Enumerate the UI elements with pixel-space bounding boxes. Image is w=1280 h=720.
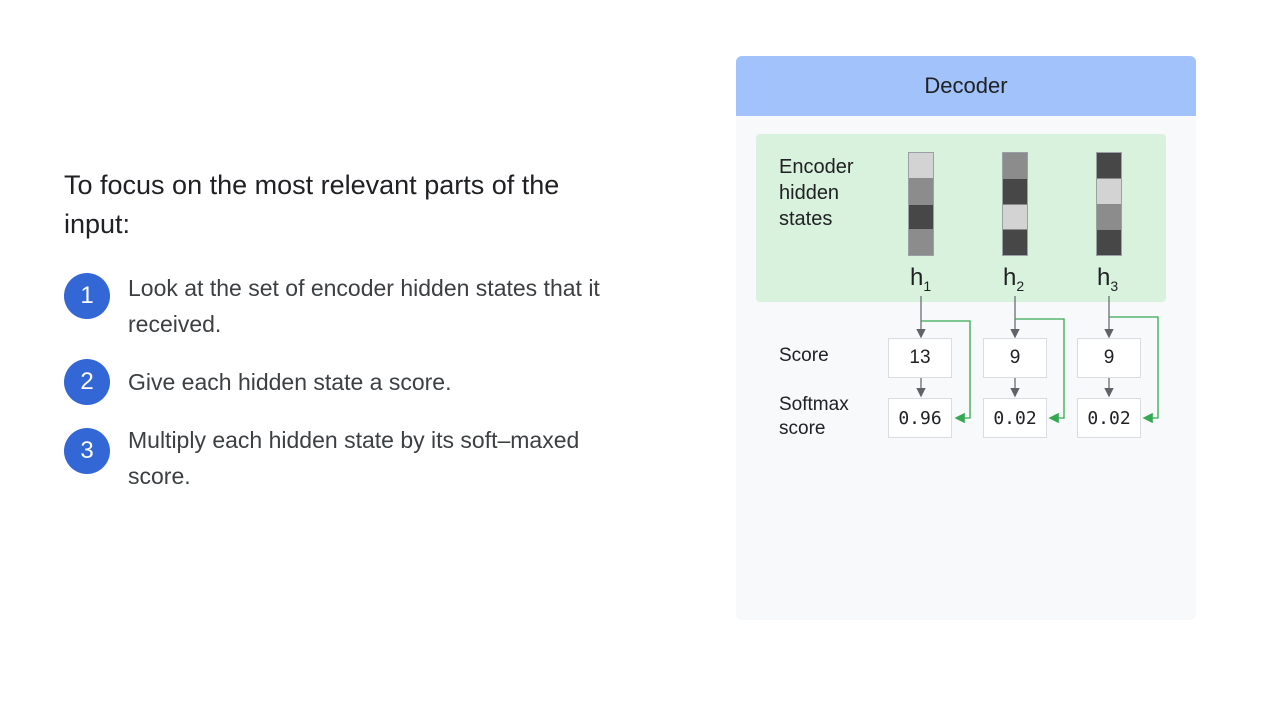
step-number-badge: 3 [64, 428, 110, 474]
score-value-2: 9 [983, 338, 1047, 378]
vector-cell [1097, 204, 1121, 231]
vector-cell [1003, 153, 1027, 179]
vector-cell [909, 178, 933, 205]
decoder-panel: Decoder Encoder hidden states h1 h2 h3 S… [736, 56, 1196, 620]
vector-cell [909, 204, 933, 231]
hidden-state-vector-1 [908, 152, 934, 256]
vector-cell [1003, 230, 1027, 255]
step-number-badge: 2 [64, 359, 110, 405]
score-value-3: 9 [1077, 338, 1141, 378]
step-text: Give each hidden state a score. [128, 369, 452, 395]
step-number-badge: 1 [64, 273, 110, 319]
green-arrow-3 [1109, 316, 1159, 424]
hidden-state-label-1: h1 [910, 264, 932, 294]
softmax-value-2: 0.02 [983, 398, 1047, 438]
step-text: Look at the set of encoder hidden states… [128, 275, 600, 337]
vector-cell [1097, 230, 1121, 255]
vector-cell [1003, 178, 1027, 205]
softmax-row-label: Softmax score [779, 394, 849, 439]
vector-cell [1097, 153, 1121, 179]
score-row-label: Score [779, 345, 829, 366]
vector-cell [909, 153, 933, 179]
hidden-state-label-2: h2 [1003, 264, 1025, 294]
score-value-1: 13 [888, 338, 952, 378]
hidden-state-vector-2 [1002, 152, 1028, 256]
green-arrow-2 [1015, 318, 1065, 424]
green-arrow-1 [921, 320, 971, 424]
vector-cell [1097, 178, 1121, 205]
softmax-value-1: 0.96 [888, 398, 952, 438]
vector-cell [1003, 204, 1027, 231]
decoder-title: Decoder [736, 56, 1196, 116]
softmax-value-3: 0.02 [1077, 398, 1141, 438]
encoder-hidden-states-label: Encoder hidden states [779, 156, 854, 230]
vector-cell [909, 230, 933, 255]
hidden-state-label-3: h3 [1097, 264, 1119, 294]
flow-arrows [916, 296, 1159, 424]
slide-heading: To focus on the most relevant parts of t… [64, 170, 560, 239]
hidden-state-vector-3 [1096, 152, 1122, 256]
step-text: Multiply each hidden state by its soft–m… [128, 427, 580, 489]
